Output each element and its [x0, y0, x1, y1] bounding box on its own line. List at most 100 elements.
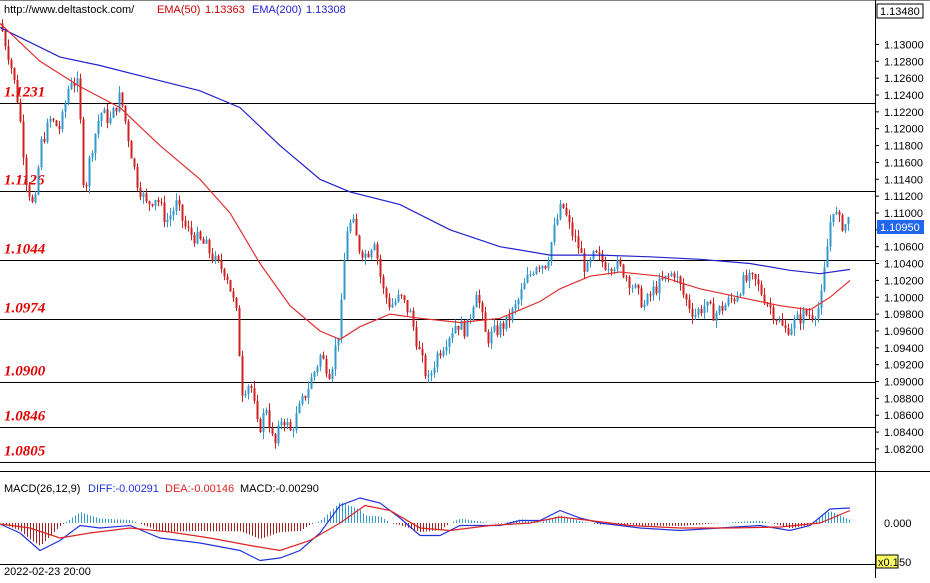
candle-down	[628, 276, 631, 288]
candle-up	[337, 337, 340, 346]
price-tick-label: 1.11000	[884, 208, 923, 220]
candle-up	[748, 272, 751, 281]
candle-up	[469, 318, 472, 320]
candle-down	[484, 312, 487, 332]
candle-down	[211, 253, 214, 261]
footer-date: 2022-02-23 20:00	[4, 566, 91, 578]
candle-down	[361, 251, 364, 258]
candle-down	[712, 303, 715, 321]
level-label: 1.1126	[4, 173, 45, 189]
price-tick-label: 1.12600	[884, 73, 924, 85]
candle-down	[202, 238, 205, 244]
candle-down	[463, 321, 466, 337]
candle-up	[802, 310, 805, 324]
candle-down	[1, 23, 4, 32]
candle-down	[55, 120, 58, 127]
candle-up	[343, 259, 346, 300]
candle-up	[646, 294, 649, 305]
candle-up	[823, 267, 826, 291]
candle-down	[562, 203, 565, 208]
price-tick-label: 1.13000	[884, 39, 924, 51]
candle-down	[193, 234, 196, 244]
current-price-marker	[877, 220, 924, 234]
candle-up	[448, 338, 451, 347]
candle-up	[844, 224, 847, 231]
candle-down	[679, 276, 682, 285]
candle-down	[751, 272, 754, 275]
candle-down	[565, 207, 568, 216]
candle-up	[307, 388, 310, 399]
candle-up	[409, 310, 412, 313]
candle-up	[397, 294, 400, 302]
price-tick-label: 1.11800	[884, 141, 923, 153]
candle-up	[316, 366, 319, 372]
macd-dea-line	[0, 504, 851, 552]
candle-up	[814, 318, 817, 320]
candle-up	[247, 385, 250, 394]
candle-down	[73, 83, 76, 86]
candle-down	[229, 279, 232, 292]
candle-down	[769, 304, 772, 308]
candle-down	[106, 109, 109, 124]
macd-zero-label: 0.000	[884, 518, 912, 530]
price-tick-label: 1.08600	[884, 410, 924, 422]
candle-up	[373, 244, 376, 250]
candle-down	[271, 427, 274, 434]
price-tick-label: 1.08200	[884, 444, 924, 456]
candle-up	[112, 107, 115, 118]
candle-down	[325, 358, 328, 374]
candle-up	[118, 92, 121, 112]
candle-up	[214, 255, 217, 261]
price-tick-label: 1.12000	[884, 124, 924, 136]
candle-down	[58, 126, 61, 130]
level-label: 1.1231	[4, 85, 45, 101]
candle-up	[262, 412, 265, 433]
candle-up	[835, 211, 838, 214]
price-tick-label: 1.10200	[884, 275, 924, 287]
candle-down	[226, 276, 229, 280]
candle-down	[25, 157, 28, 186]
candle-down	[784, 325, 787, 329]
candle-down	[745, 275, 748, 281]
price-tick-label: 1.10000	[884, 292, 924, 304]
candle-up	[541, 265, 544, 269]
candle-up	[292, 429, 295, 431]
price-tick-label: 1.10600	[884, 242, 924, 254]
candle-up	[46, 122, 49, 142]
candle-down	[421, 348, 424, 356]
candle-down	[571, 222, 574, 237]
site-url[interactable]: http://www.deltastock.com/	[4, 4, 135, 16]
candle-up	[796, 314, 799, 319]
ema50-line	[0, 22, 851, 341]
candle-down	[775, 319, 778, 322]
candle-up	[37, 167, 40, 195]
candle-up	[460, 321, 463, 330]
candle-down	[385, 288, 388, 298]
candle-up	[607, 269, 610, 271]
candle-up	[196, 231, 199, 244]
candle-down	[772, 307, 775, 320]
candle-up	[670, 273, 673, 276]
candle-down	[268, 410, 271, 428]
candle-up	[442, 350, 445, 356]
candle-down	[235, 297, 238, 309]
candle-up	[94, 133, 97, 154]
candle-down	[160, 202, 163, 204]
candle-up	[301, 395, 304, 404]
candle-down	[766, 303, 769, 305]
candle-down	[502, 323, 505, 329]
candle-down	[133, 158, 136, 167]
candle-up	[559, 203, 562, 219]
candle-down	[568, 215, 571, 223]
candle-down	[367, 253, 370, 258]
candle-up	[829, 222, 832, 247]
candle-up	[331, 369, 334, 379]
price-axis: 1.13000 1.12800 1.12600 1.12400 1.12200 1.120…	[875, 39, 924, 456]
candle-down	[622, 264, 625, 277]
candle-up	[817, 308, 820, 319]
candle-down	[841, 215, 844, 231]
candle-up	[298, 403, 301, 414]
candle-up	[652, 286, 655, 296]
candle-down	[322, 355, 325, 359]
